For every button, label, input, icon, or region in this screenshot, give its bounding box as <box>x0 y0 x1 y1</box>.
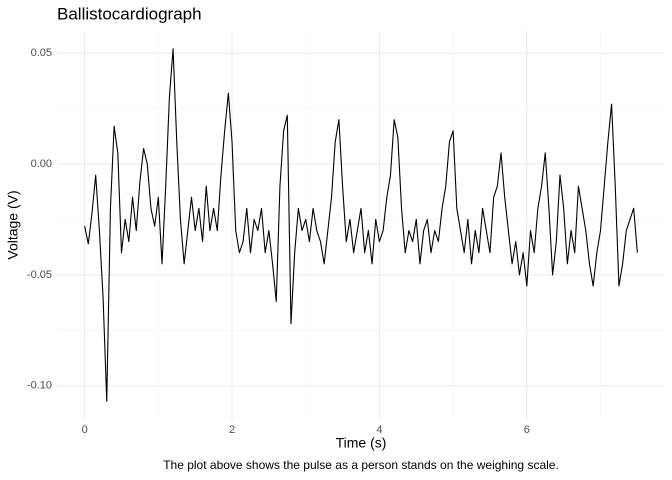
y-tick-label: 0.05 <box>31 47 52 59</box>
caption: The plot above shows the pulse as a pers… <box>163 458 559 472</box>
y-tick-label: 0.00 <box>31 158 52 170</box>
y-tick-label: -0.05 <box>27 269 52 281</box>
x-axis-title: Time (s) <box>336 435 387 451</box>
x-tick-label: 4 <box>376 424 382 436</box>
x-tick-label: 6 <box>524 424 530 436</box>
line <box>84 48 638 402</box>
y-tick-label: -0.10 <box>27 380 52 392</box>
x-tick-label: 2 <box>229 424 235 436</box>
y-axis-title: Voltage (V) <box>5 190 21 259</box>
x-tick-label: 0 <box>82 424 88 436</box>
chart-title: Ballistocardiograph <box>57 4 202 23</box>
